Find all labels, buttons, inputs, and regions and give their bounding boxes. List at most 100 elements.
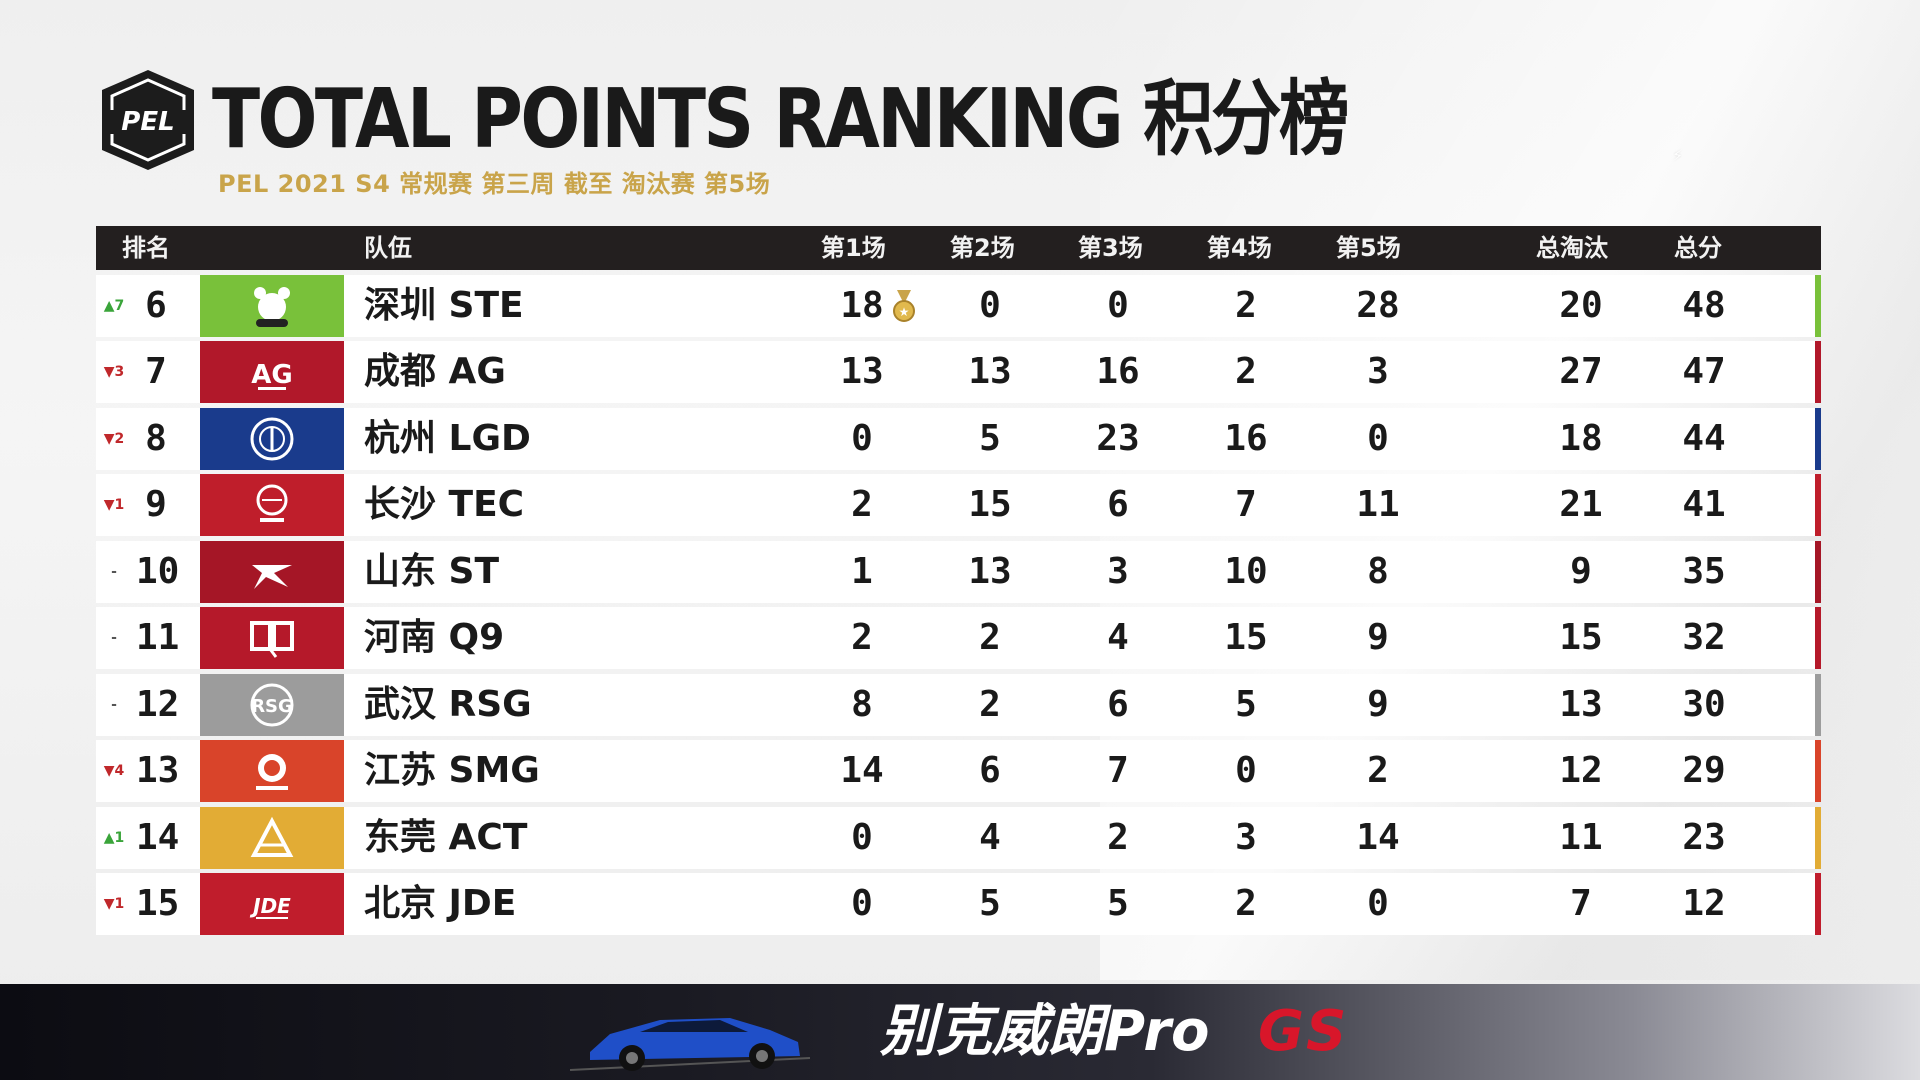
team-color-accent [1815,540,1821,603]
team-color-accent [1815,341,1821,403]
match-2-cell: 6 [979,750,1001,791]
match-1-cell: 13 [840,351,884,392]
medal-icon: ★ [893,289,915,322]
rank-change: - [111,563,117,580]
col-match-2: 第2场 [950,234,1015,262]
team-name: 江苏 SMG [364,750,540,791]
match-2-cell: 4 [979,816,1001,858]
match-4-cell: 7 [1235,484,1257,525]
match-1-cell: 2 [851,617,873,658]
table-row: ▲7 6 深圳 STE 18 0 0 2 28 20 48 ★ [96,274,1821,337]
col-team: 队伍 [364,234,412,262]
match-4-cell: 2 [1235,284,1257,326]
match-4-cell: 2 [1235,883,1257,924]
total-points-cell: 12 [1682,883,1726,924]
match-5-cell: 8 [1367,550,1389,592]
col-match-1: 第1场 [821,234,886,262]
match-3-cell: 6 [1107,484,1129,525]
st-logo-icon [252,564,292,589]
table-header: 排名 队伍 第1场 第2场 第3场 第4场 第5场 总淘汰 总分 [96,226,1821,270]
match-3-cell: 16 [1096,351,1140,392]
team-name: 北京 JDE [364,883,517,924]
table-row: ▲1 14 东莞 ACT 0 4 2 3 14 11 23 [96,806,1821,869]
sponsor-brand-logo: GS [1258,999,1349,1064]
rank-change: - [111,696,117,713]
team-color-accent [1815,673,1821,736]
match-2-cell: 0 [979,284,1001,326]
match-1-cell: 0 [851,883,873,924]
team-name: 武汉 RSG [364,683,532,725]
total-points-cell: 29 [1682,750,1726,791]
total-points-cell: 30 [1682,683,1726,725]
ag-logo-icon: AG [251,360,293,390]
total-kills-cell: 15 [1559,617,1603,658]
team-logo: RSG [200,673,344,736]
pel-logo: PEL [96,68,200,172]
total-points-cell: 48 [1682,284,1726,326]
col-rank: 排名 [122,234,170,262]
table-row: - 10 山东 ST 1 13 3 10 8 9 35 [96,540,1821,603]
match-5-cell: 2 [1367,750,1389,791]
total-points-cell: 23 [1682,816,1726,858]
rsg-logo-icon: RSG [250,683,294,726]
match-2-cell: 2 [979,617,1001,658]
rank-number: 11 [136,617,180,658]
match-5-cell: 14 [1356,816,1400,858]
match-3-cell: 4 [1107,617,1129,658]
team-name: 长沙 TEC [364,484,525,525]
team-name: 河南 Q9 [364,617,505,658]
match-4-cell: 16 [1224,417,1268,459]
match-5-cell: 9 [1367,683,1389,725]
smg-logo-icon [256,754,288,790]
svg-text:AG: AG [251,360,292,390]
match-5-cell: 28 [1356,284,1400,326]
rank-number: 13 [136,750,180,791]
sponsor-text: 别克威朗Pro [880,999,1210,1064]
sponsor-banner: 别克威朗Pro GS [0,984,1920,1080]
match-5-cell: 0 [1367,883,1389,924]
col-match-5: 第5场 [1336,234,1401,262]
col-total-kills: 总淘汰 [1536,234,1608,262]
rank-number: 6 [145,284,167,326]
rank-number: 14 [136,816,180,858]
team-logo [200,407,344,470]
rank-number: 8 [145,417,167,459]
rank-change: - [111,630,117,646]
rank-change: ▼4 [103,763,125,779]
match-3-cell: 0 [1107,284,1129,326]
total-kills-cell: 27 [1559,351,1603,392]
tec-logo-icon [256,484,288,522]
total-points-cell: 41 [1682,484,1726,525]
team-color-accent [1815,274,1821,337]
total-kills-cell: 12 [1559,750,1603,791]
match-3-cell: 23 [1096,417,1140,459]
col-match-3: 第3场 [1078,234,1143,262]
rank-change: ▲7 [103,297,125,314]
total-points-cell: 32 [1682,617,1726,658]
total-kills-cell: 9 [1570,550,1592,592]
match-1-cell: 1 [851,550,873,592]
match-5-cell: 0 [1367,417,1389,459]
ste-bear-logo-icon [254,286,290,327]
total-kills-cell: 21 [1559,484,1603,525]
match-1-cell: 0 [851,816,873,858]
rank-change: ▲1 [103,829,125,846]
match-4-cell: 15 [1224,617,1268,658]
q9-logo-icon [250,621,294,658]
team-logo [200,806,344,869]
total-kills-cell: 11 [1559,816,1603,858]
match-5-cell: 9 [1367,617,1389,658]
table-row: ▼3 7 AG 成都 AG 13 13 16 2 3 27 47 [96,341,1821,403]
team-color-accent [1815,407,1821,470]
ranking-table: 排名 队伍 第1场 第2场 第3场 第4场 第5场 总淘汰 总分 ▲7 6 深圳 S… [96,226,1821,935]
match-1-cell: 18 [840,284,884,326]
rank-change: ▼1 [103,497,125,513]
total-kills-cell: 20 [1559,284,1603,326]
team-logo [200,540,344,603]
col-total-points: 总分 [1674,234,1722,262]
team-name: 东莞 ACT [364,816,528,858]
table-row: ▼1 15 JDE 北京 JDE 0 5 5 2 0 7 12 [96,873,1821,935]
match-5-cell: 3 [1367,351,1389,392]
match-2-cell: 5 [979,417,1001,459]
total-kills-cell: 13 [1559,683,1603,725]
